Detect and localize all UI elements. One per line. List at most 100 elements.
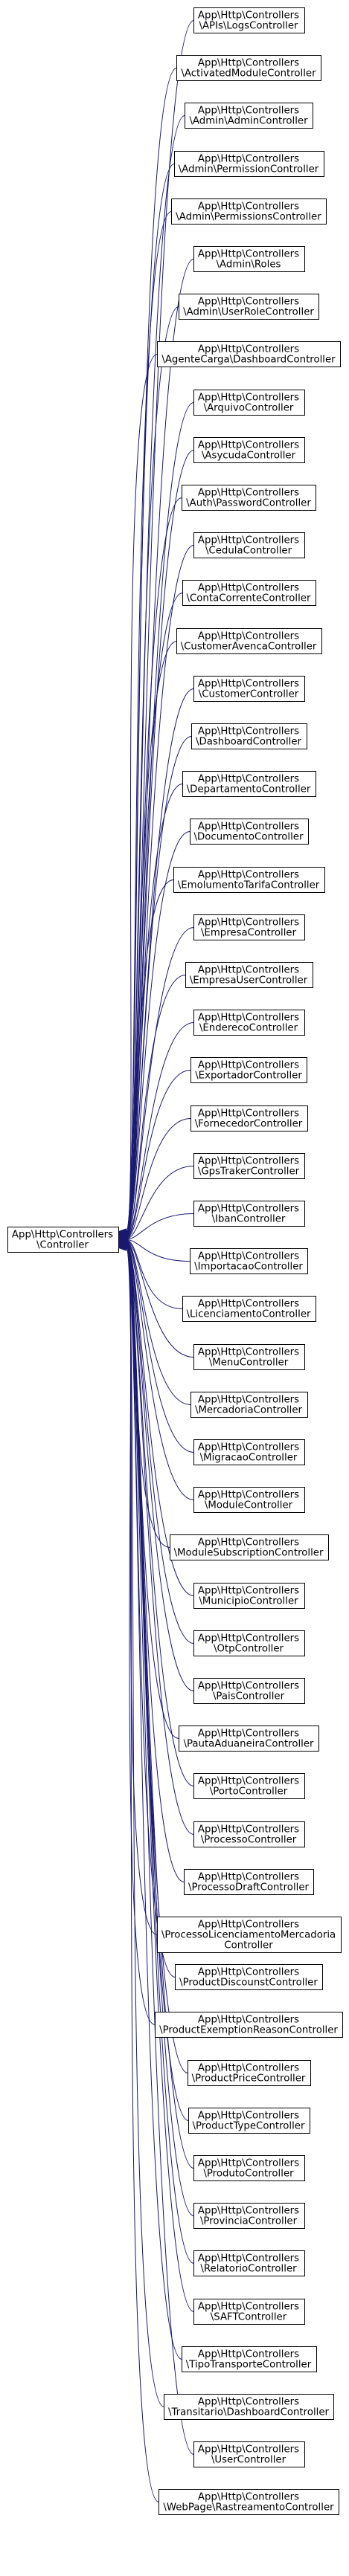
class-node-user-controller[interactable]: App\Http\Controllers\UserController (193, 2441, 305, 2467)
class-node-box (7, 1227, 119, 1253)
inheritance-edge-admin-roles (126, 259, 194, 1234)
class-name-line: \EmolumentoTarifaController (178, 880, 320, 891)
class-name-line: \DocumentoController (194, 832, 304, 843)
class-node-mercadoria-controller[interactable]: App\Http\Controllers\MercadoriaControlle… (190, 1392, 308, 1418)
class-node-admin-user-role-controller[interactable]: App\Http\Controllers\Admin\UserRoleContr… (179, 294, 319, 320)
class-name-line: App\Http\Controllers (198, 870, 299, 881)
class-name-line: \PortoController (210, 1786, 288, 1798)
class-name-line: App\Http\Controllers (198, 1347, 299, 1358)
inheritance-edge-processo-draft-controller (126, 1243, 185, 1882)
class-node-box (170, 1534, 329, 1560)
class-node-box (175, 1964, 323, 1990)
class-name-line: App\Http\Controllers (198, 2349, 299, 2360)
class-node-module-controller[interactable]: App\Http\Controllers\ModuleController (193, 1487, 305, 1513)
class-node-api-logs-controller[interactable]: App\Http\Controllers\APIs\LogsController (193, 7, 305, 33)
class-node-activated-module-controller[interactable]: App\Http\Controllers\ActivatedModuleCont… (176, 55, 321, 81)
class-node-saft-controller[interactable]: App\Http\Controllers\SAFTController (193, 2299, 305, 2325)
inheritance-edge-importacao-controller (126, 1239, 190, 1262)
class-name-line: App\Http\Controllers (198, 679, 299, 690)
class-node-webpage-rastreamento-controller[interactable]: App\Http\Controllers\WebPage\Rastreament… (159, 2489, 339, 2515)
class-node-transitario-dashboard-controller[interactable]: App\Http\Controllers\Transitario\Dashboa… (164, 2394, 334, 2420)
class-node-box (182, 1296, 316, 1322)
class-node-product-price-controller[interactable]: App\Http\Controllers\ProductPriceControl… (188, 2060, 311, 2086)
class-node-base-controller[interactable]: App\Http\Controllers\Controller (7, 1227, 119, 1253)
class-node-empresa-user-controller[interactable]: App\Http\Controllers\EmpresaUserControll… (185, 962, 313, 988)
class-node-customer-controller[interactable]: App\Http\Controllers\CustomerController (193, 676, 305, 702)
class-node-customer-avenca-controller[interactable]: App\Http\Controllers\CustomerAvencaContr… (176, 628, 322, 654)
class-name-line: App\Http\Controllers (198, 774, 299, 785)
class-node-pauta-aduaneira-controller[interactable]: App\Http\Controllers\PautaAduaneiraContr… (179, 1726, 319, 1752)
class-name-line: App\Http\Controllers (198, 393, 299, 404)
class-node-produto-controller[interactable]: App\Http\Controllers\ProdutoController (193, 2155, 305, 2181)
class-node-provincia-controller[interactable]: App\Http\Controllers\ProvinciaController (193, 2203, 305, 2229)
class-name-line: App\Http\Controllers (198, 1013, 299, 1024)
class-node-product-exemption-reason-controller[interactable]: App\Http\Controllers\ProductExemptionRea… (155, 2012, 343, 2038)
class-node-licenciamento-controller[interactable]: App\Http\Controllers\LicenciamentoContro… (182, 1296, 316, 1322)
class-name-line: App\Http\Controllers (198, 2302, 299, 2313)
class-name-line: App\Http\Controllers (198, 965, 299, 976)
class-node-otp-controller[interactable]: App\Http\Controllers\OtpController (193, 1630, 305, 1656)
inheritance-edge-mercadoria-controller (126, 1240, 191, 1405)
class-name-line: \ExportadorController (195, 1071, 302, 1082)
class-node-migracao-controller[interactable]: App\Http\Controllers\MigracaoController (193, 1439, 305, 1465)
class-name-line: \CustomerController (199, 689, 299, 700)
class-node-processo-licenciamento-mercadoria-controller[interactable]: App\Http\Controllers\ProcessoLicenciamen… (157, 1917, 342, 1953)
class-node-asycuda-controller[interactable]: App\Http\Controllers\AsycudaController (193, 437, 305, 463)
class-name-line: App\Http\Controllers (198, 1395, 299, 1406)
class-node-processo-controller[interactable]: App\Http\Controllers\ProcessoController (193, 1821, 305, 1847)
class-node-product-discounst-controller[interactable]: App\Http\Controllers\ProductDiscounstCon… (175, 1964, 323, 1990)
class-node-box (193, 1821, 305, 1847)
class-node-auth-password-controller[interactable]: App\Http\Controllers\Auth\PasswordContro… (182, 485, 316, 511)
class-name-line: App\Http\Controllers (198, 1586, 299, 1597)
class-name-line: \CustomerAvencaController (181, 642, 317, 653)
class-node-admin-permissions-controller[interactable]: App\Http\Controllers\Admin\PermissionsCo… (171, 198, 327, 225)
class-name-line: \GpsTrakerController (198, 1166, 300, 1178)
class-node-importacao-controller[interactable]: App\Http\Controllers\ImportacaoControlle… (190, 1248, 308, 1274)
class-node-municipio-controller[interactable]: App\Http\Controllers\MunicipioController (193, 1583, 305, 1609)
class-node-cedula-controller[interactable]: App\Http\Controllers\CedulaController (193, 532, 305, 558)
class-node-emolumento-tarifa-controller[interactable]: App\Http\Controllers\EmolumentoTarifaCon… (173, 867, 325, 893)
class-node-exportador-controller[interactable]: App\Http\Controllers\ExportadorControlle… (190, 1057, 307, 1083)
class-node-fornecedor-controller[interactable]: App\Http\Controllers\FornecedorControlle… (190, 1105, 308, 1132)
class-node-admin-admin-controller[interactable]: App\Http\Controllers\Admin\AdminControll… (185, 103, 313, 129)
class-node-admin-roles[interactable]: App\Http\Controllers\Admin\Roles (193, 246, 305, 272)
class-node-box (193, 2155, 305, 2181)
class-node-box (193, 914, 305, 940)
class-node-documento-controller[interactable]: App\Http\Controllers\DocumentoController (190, 819, 309, 845)
class-node-iban-controller[interactable]: App\Http\Controllers\IbanController (193, 1201, 305, 1227)
class-node-box (193, 1678, 305, 1704)
class-node-gps-traker-controller[interactable]: App\Http\Controllers\GpsTrakerController (193, 1153, 305, 1179)
class-name-line: App\Http\Controllers (198, 1299, 299, 1310)
class-node-departamento-controller[interactable]: App\Http\Controllers\DepartamentoControl… (182, 771, 316, 797)
class-node-endereco-controller[interactable]: App\Http\Controllers\EnderecoController (193, 1010, 305, 1036)
class-node-module-subscription-controller[interactable]: App\Http\Controllers\ModuleSubscriptionC… (170, 1534, 329, 1560)
class-node-empresa-controller[interactable]: App\Http\Controllers\EmpresaController (193, 914, 305, 940)
inheritance-edge-webpage-rastreamento-controller (126, 1247, 159, 2502)
class-name-line: \Transitario\DashboardController (168, 2407, 330, 2418)
class-node-pais-controller[interactable]: App\Http\Controllers\PaisController (193, 1678, 305, 1704)
class-node-product-type-controller[interactable]: App\Http\Controllers\ProductTypeControll… (188, 2108, 310, 2134)
class-node-arquivo-controller[interactable]: App\Http\Controllers\ArquivoController (193, 390, 305, 416)
class-node-dashboard-controller[interactable]: App\Http\Controllers\DashboardController (191, 723, 307, 749)
class-name-line: \ProcessoLicenciamentoMercadoria (161, 1930, 336, 1941)
class-node-box (193, 1201, 305, 1227)
class-name-line: App\Http\Controllers (198, 488, 299, 499)
class-node-menu-controller[interactable]: App\Http\Controllers\MenuController (193, 1344, 305, 1370)
class-node-conta-corrente-controller[interactable]: App\Http\Controllers\ContaCorrenteContro… (182, 580, 316, 606)
class-node-box (190, 1105, 308, 1132)
class-node-relatorio-controller[interactable]: App\Http\Controllers\RelatorioController (193, 2250, 305, 2276)
class-node-agente-carga-dashboard-controller[interactable]: App\Http\Controllers\AgenteCarga\Dashboa… (157, 341, 341, 367)
class-name-line: App\Http\Controllers (198, 1633, 299, 1644)
class-name-line: \EmpresaController (201, 928, 297, 939)
class-name-line: \PaisController (213, 1691, 285, 1702)
class-node-processo-draft-controller[interactable]: App\Http\Controllers\ProcessoDraftContro… (184, 1869, 314, 1895)
class-name-line: App\Http\Controllers (198, 440, 299, 451)
class-node-porto-controller[interactable]: App\Http\Controllers\PortoController (193, 1773, 305, 1799)
inheritance-edge-exportador-controller (126, 1070, 191, 1239)
class-node-box (174, 151, 324, 177)
class-name-line: \MigracaoController (200, 1453, 298, 1464)
class-node-box (182, 2346, 317, 2372)
class-node-admin-permission-controller[interactable]: App\Http\Controllers\Admin\PermissionCon… (174, 151, 324, 177)
class-node-tipo-transporte-controller[interactable]: App\Http\Controllers\TipoTransporteContr… (182, 2346, 317, 2372)
